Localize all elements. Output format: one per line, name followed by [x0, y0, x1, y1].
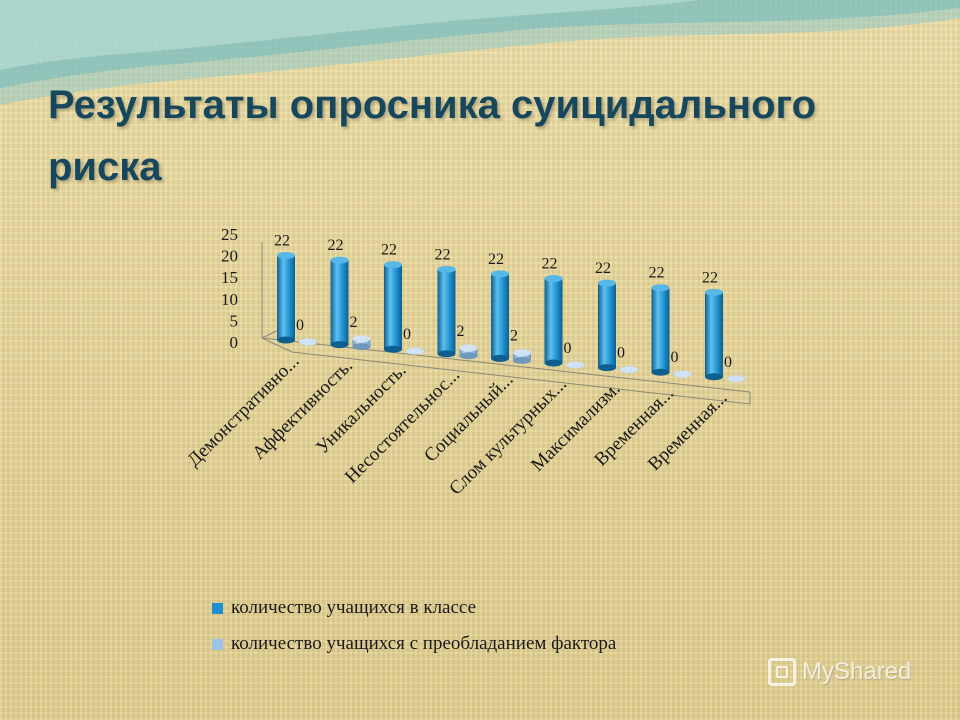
bar-series1 — [277, 252, 295, 344]
watermark: MyShared — [768, 658, 911, 686]
slide-title: Результаты опросника суицидального риска — [48, 83, 817, 189]
bar-series1-base — [437, 350, 456, 358]
bar-series2-top — [673, 370, 692, 378]
y-tick-label: 5 — [230, 311, 239, 330]
legend-label-series2: количество учащихся с преобладанием факт… — [231, 633, 617, 654]
bar-series1-top — [437, 265, 456, 273]
data-label-series2: 0 — [403, 326, 411, 343]
y-tick-label: 20 — [221, 247, 238, 266]
data-label-series1: 22 — [542, 256, 558, 273]
x-category-label: Аффективность. — [248, 355, 357, 464]
bar-series1 — [384, 261, 402, 353]
watermark-text: MyShared — [802, 658, 912, 685]
bar-series2-top — [727, 375, 745, 383]
legend-item-series2: количество учащихся с преобладанием факт… — [212, 626, 616, 662]
bar-series2-top — [566, 361, 585, 369]
data-label-series1: 22 — [328, 237, 344, 254]
bar-series1 — [491, 270, 509, 362]
bar-series2 — [352, 335, 371, 351]
data-label-series1: 22 — [488, 251, 504, 268]
bar-series1 — [598, 279, 616, 372]
bar-series1-base — [705, 373, 723, 381]
bar-series2-base — [459, 352, 478, 360]
data-label-series1: 22 — [274, 233, 290, 250]
bar-series1-body — [544, 278, 563, 363]
bar-series2-top — [513, 349, 531, 357]
bar-series1-base — [544, 359, 563, 367]
y-tick-label: 25 — [221, 225, 238, 244]
bar-series2 — [459, 344, 478, 360]
bar-series1-body — [598, 283, 616, 368]
bar-series1-top — [651, 284, 670, 292]
data-label-series1: 22 — [649, 265, 665, 282]
bar-series2 — [299, 338, 317, 346]
data-label-series1: 22 — [435, 246, 451, 263]
bar-series1-body — [437, 269, 456, 354]
bar-series1-top — [330, 256, 349, 264]
bar-series1-body — [491, 273, 509, 359]
bar-series1-base — [384, 345, 402, 353]
bar-series1-top — [277, 252, 295, 260]
bar-series1-body — [651, 287, 670, 373]
bar-series1-top — [598, 279, 616, 287]
bar-series1-base — [330, 341, 349, 349]
legend-item-series1: количество учащихся в классе — [212, 590, 616, 626]
bar-series1-top — [384, 261, 402, 269]
data-label-series1: 22 — [702, 269, 718, 286]
bar-series2-top — [406, 347, 424, 355]
bar-series2 — [620, 366, 638, 374]
bar-chart: 2520151050220Демонстративно...222Аффекти… — [183, 225, 751, 499]
data-label-series2: 0 — [296, 317, 304, 334]
legend-swatch-series2 — [212, 638, 223, 650]
y-tick-label: 10 — [221, 290, 238, 309]
data-label-series2: 0 — [564, 340, 572, 357]
bar-series2-top — [352, 335, 371, 343]
bar-series2-top — [620, 366, 638, 374]
bar-series1 — [651, 284, 670, 376]
bar-series2 — [673, 370, 692, 378]
legend-label-series1: количество учащихся в классе — [231, 597, 477, 618]
bar-series2-body — [513, 352, 531, 361]
bar-series1-base — [598, 364, 616, 372]
bar-series2 — [406, 347, 424, 355]
bar-series2-base — [513, 356, 531, 364]
chart-legend: количество учащихся в классе количество … — [212, 590, 616, 662]
bar-series2-top — [299, 338, 317, 346]
bar-series1-top — [705, 288, 723, 296]
data-label-series2: 0 — [724, 354, 732, 371]
myshared-logo-icon — [768, 658, 796, 686]
data-label-series2: 2 — [350, 314, 358, 331]
bar-series1-body — [705, 292, 723, 377]
bar-series1-base — [651, 368, 670, 376]
bar-series2 — [727, 375, 745, 383]
bar-series1-base — [491, 354, 509, 362]
bar-series1-base — [277, 336, 295, 344]
bar-series1-body — [330, 260, 349, 345]
bar-series2 — [513, 349, 531, 364]
bar-series2-top — [459, 344, 478, 352]
bar-series1-body — [384, 264, 402, 350]
bar-series1 — [437, 265, 456, 358]
data-label-series2: 2 — [510, 328, 518, 345]
bar-series2-body — [352, 338, 371, 347]
bar-series2-body — [459, 348, 478, 356]
data-label-series2: 2 — [457, 323, 465, 340]
data-label-series1: 22 — [381, 242, 397, 259]
data-label-series2: 0 — [617, 345, 625, 362]
bar-series1-top — [544, 275, 563, 283]
bar-series1 — [330, 256, 349, 349]
decorative-wave — [0, 0, 960, 105]
bar-series2-base — [352, 343, 371, 351]
bar-series1 — [544, 275, 563, 367]
chart-floor — [261, 337, 751, 405]
bar-series1 — [705, 288, 723, 381]
bar-series2 — [566, 361, 585, 369]
data-label-series2: 0 — [671, 349, 679, 366]
data-label-series1: 22 — [595, 260, 611, 277]
bar-series1-body — [277, 255, 295, 340]
bar-series1-top — [491, 270, 509, 278]
y-tick-label: 15 — [221, 268, 238, 287]
y-tick-label: 0 — [230, 333, 239, 352]
legend-swatch-series1 — [212, 602, 223, 614]
